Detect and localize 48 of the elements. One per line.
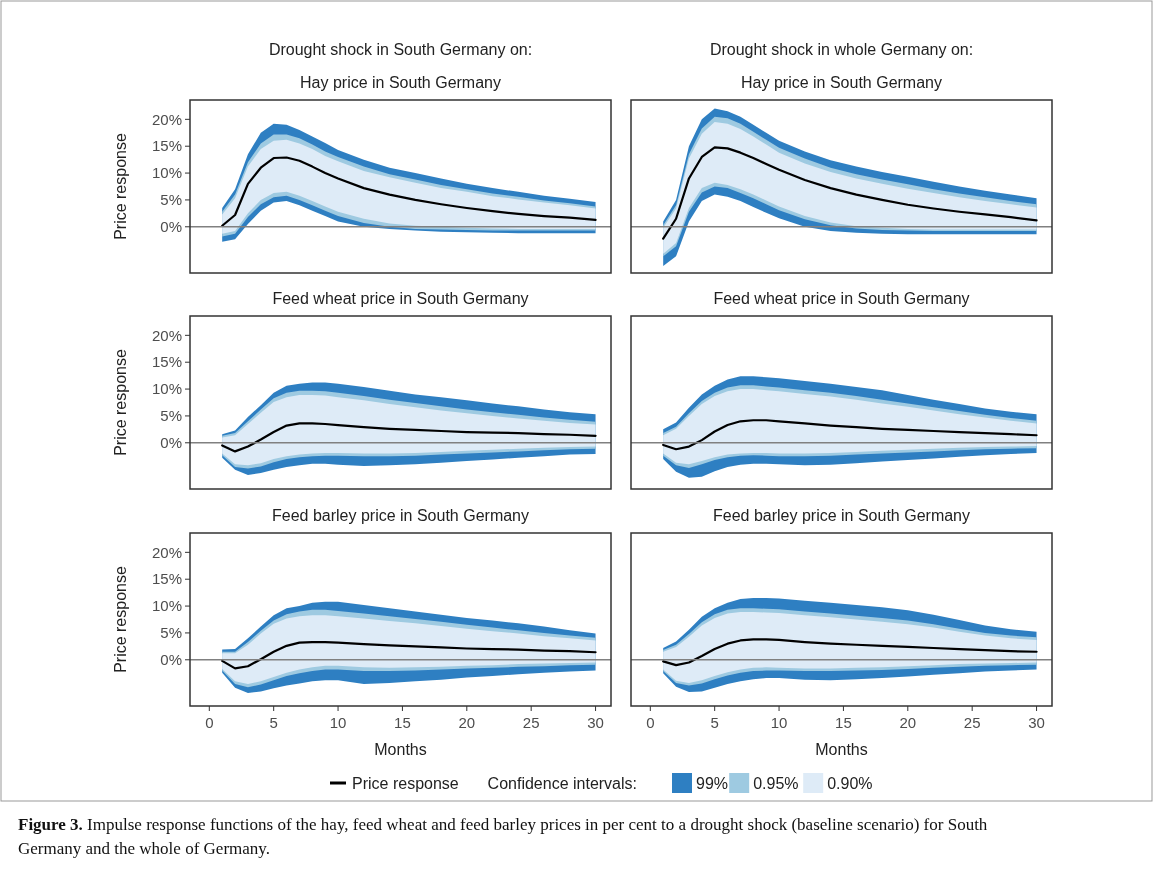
y-tick-label: 20% <box>151 110 182 128</box>
y-tick-label: 20% <box>151 326 182 344</box>
x-tick-label: 30 <box>1028 714 1045 731</box>
x-axis-title: Months <box>374 741 427 758</box>
y-tick-label: 10% <box>151 164 182 182</box>
y-tick-label: 0% <box>160 651 182 669</box>
x-tick-label: 0 <box>205 714 214 731</box>
y-tick-label: 0% <box>160 434 182 452</box>
y-tick-label: 20% <box>151 543 182 561</box>
x-tick-label: 5 <box>269 714 278 731</box>
x-tick-label: 5 <box>710 714 719 731</box>
legend-label: 0.90% <box>827 774 873 792</box>
text: Figure 3. Impulse response functions of the hay, feed wheat and feed barley prices in per cent to a drought shock (baseline scenario) for South Germany and the whole of Germany. <box>18 815 988 858</box>
x-tick-label: 25 <box>522 714 540 731</box>
chart-subtitle: Hay price in South Germany <box>300 74 501 91</box>
y-tick-label: 15% <box>151 570 182 588</box>
chart-title: Feed wheat price in South Germany <box>713 290 970 307</box>
chart-title: Feed barley price in South Germany <box>712 507 971 524</box>
x-tick-label: 20 <box>899 714 917 731</box>
y-tick-label: 15% <box>151 353 182 371</box>
chart-title: Drought shock in South Germany on: <box>268 41 533 58</box>
y-tick-label: 5% <box>160 624 182 642</box>
y-tick-label: 5% <box>160 191 182 209</box>
y-axis-title: Price response <box>112 349 129 456</box>
y-axis-title: Price response <box>112 566 129 673</box>
chart-title: Feed barley price in South Germany <box>271 507 530 524</box>
x-tick-label: 30 <box>587 714 604 731</box>
x-tick-label: 0 <box>646 714 655 731</box>
y-tick-label: 10% <box>151 380 182 398</box>
y-tick-label: 5% <box>160 407 182 425</box>
legend-label: 99% <box>696 774 729 792</box>
chart-title: Drought shock in whole Germany on: <box>709 41 974 58</box>
legend-label: 0.95% <box>753 774 799 792</box>
legend-label: Price response <box>352 774 459 792</box>
y-axis-title: Price response <box>112 133 129 240</box>
y-tick-label: 15% <box>151 137 182 155</box>
x-tick-label: 10 <box>329 714 347 731</box>
y-tick-label: 0% <box>160 218 182 236</box>
chart-title: Feed wheat price in South Germany <box>272 290 529 307</box>
x-tick-label: 20 <box>458 714 476 731</box>
x-tick-label: 15 <box>394 714 411 731</box>
x-tick-label: 15 <box>835 714 852 731</box>
legend-title: Confidence intervals: <box>487 774 638 792</box>
x-tick-label: 25 <box>963 714 981 731</box>
chart-subtitle: Hay price in South Germany <box>741 74 942 91</box>
x-axis-title: Months <box>815 741 868 758</box>
y-tick-label: 10% <box>151 597 182 615</box>
x-tick-label: 10 <box>770 714 788 731</box>
